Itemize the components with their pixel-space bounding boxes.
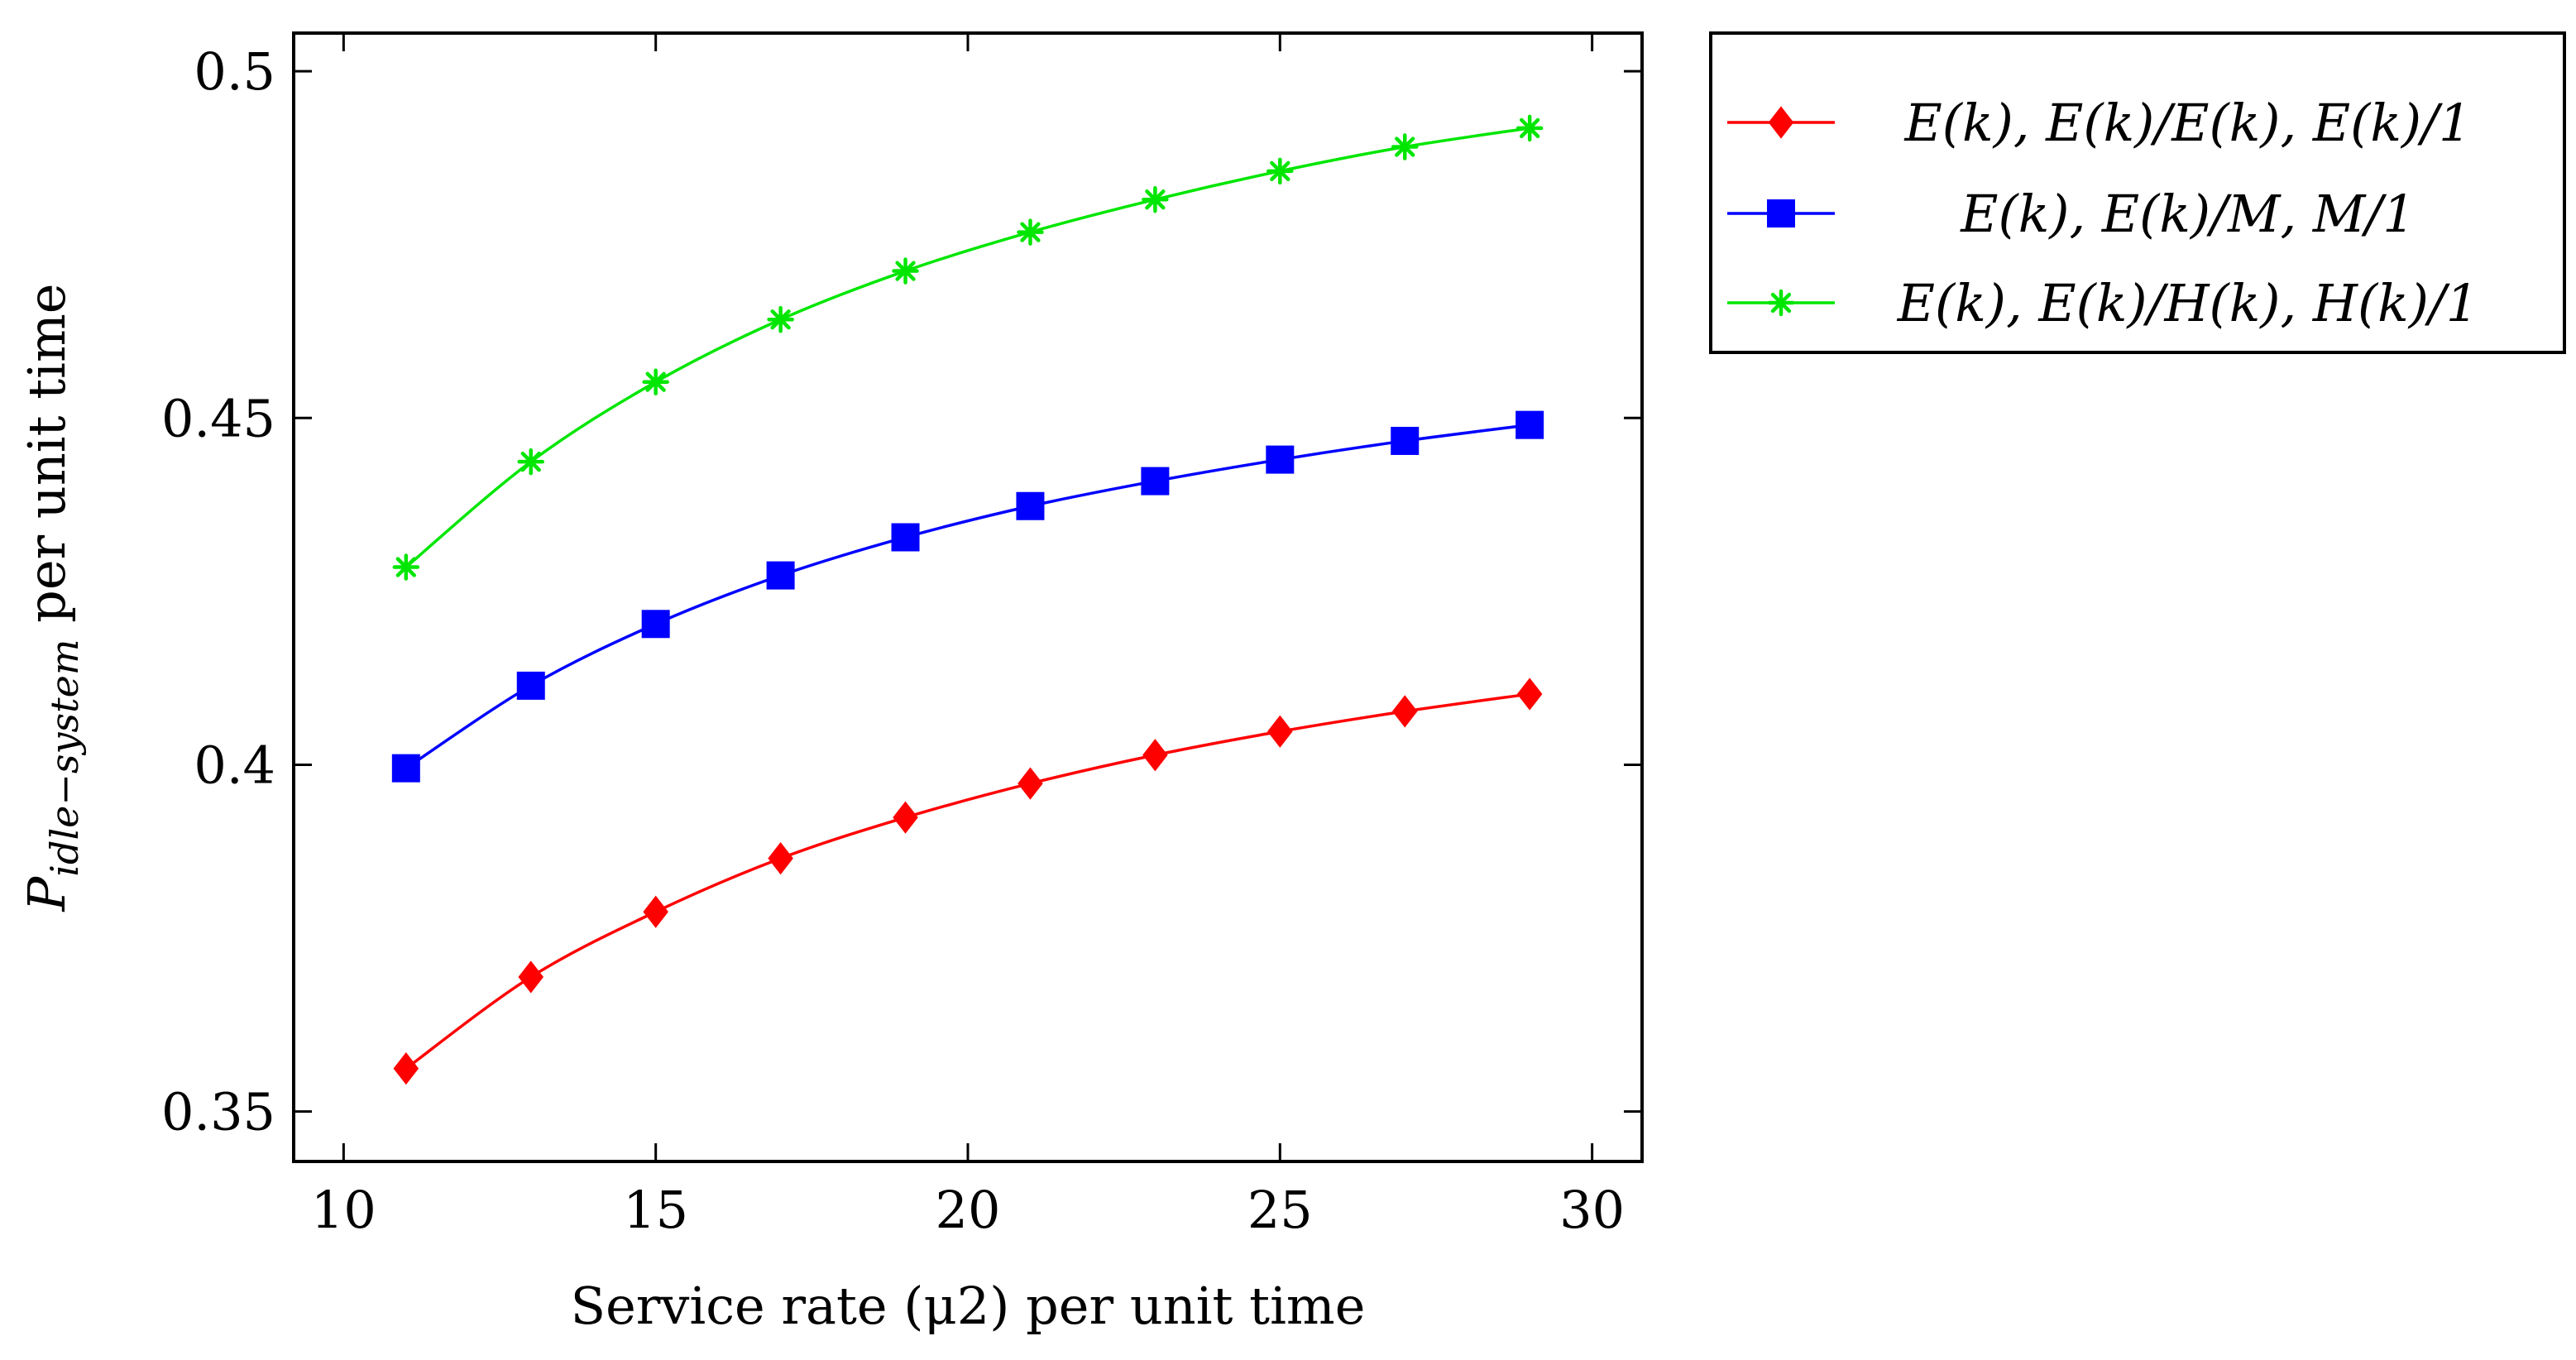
data-point (1141, 467, 1170, 496)
data-point (893, 801, 918, 834)
legend-label: E(k), E(k)/H(k), H(k)/1 (1897, 273, 2479, 333)
legend-item: E(k), E(k)/H(k), H(k)/1 (1727, 273, 2478, 333)
y-tick-label: 0.4 (194, 735, 275, 795)
data-point (1017, 218, 1044, 246)
data-point (891, 523, 920, 552)
data-point (518, 960, 544, 994)
series-2 (391, 410, 1544, 783)
data-point (641, 610, 670, 639)
data-point (1266, 157, 1294, 185)
data-point (768, 842, 793, 875)
data-point (1391, 426, 1420, 455)
svg-text:Pidle−system per unit time: Pidle−system per unit time (17, 284, 87, 912)
data-point (767, 305, 794, 333)
data-point (766, 561, 795, 590)
data-point (642, 368, 669, 395)
y-tick-label: 0.45 (161, 388, 275, 448)
tick-labels: 10 15 20 25 30 0.35 0.4 0.45 0.5 (161, 41, 1625, 1240)
data-point (1017, 767, 1043, 800)
legend-box (1709, 31, 2566, 354)
x-tick-label: 10 (311, 1180, 376, 1240)
x-tick-label: 20 (936, 1180, 1001, 1240)
y-axis-label-subscript: idle−system (42, 639, 87, 877)
x-axis-label: Service rate (μ2) per unit time (571, 1276, 1366, 1336)
data-point (1515, 114, 1544, 142)
data-point (1016, 491, 1045, 520)
data-point (1267, 715, 1293, 748)
y-axis-label-rest: per unit time (17, 284, 77, 639)
data-point (1515, 410, 1544, 439)
data-point (1142, 185, 1169, 213)
series-1 (393, 678, 1543, 1085)
data-point (643, 895, 668, 928)
data-point (1266, 445, 1295, 474)
legend-item: E(k), E(k)/M, M/1 (1727, 184, 2416, 244)
data-point (1391, 695, 1418, 728)
plot-frame (292, 31, 1644, 1163)
data-point (892, 257, 919, 285)
data-point (392, 553, 420, 581)
y-tick-label: 0.35 (161, 1082, 275, 1142)
data-point (391, 754, 420, 783)
data-point (516, 671, 545, 700)
legend-item: E(k), E(k)/E(k), E(k)/1 (1727, 93, 2471, 153)
y-axis-label: Pidle−system per unit time (17, 284, 87, 912)
legend-label: E(k), E(k)/E(k), E(k)/1 (1904, 93, 2472, 153)
x-tick-label: 25 (1247, 1180, 1313, 1240)
series-layer (391, 114, 1544, 1085)
tick-marks (294, 33, 1642, 1161)
series-line (405, 127, 1530, 568)
series-line (405, 423, 1530, 770)
legend: E(k), E(k)/E(k), E(k)/1 E(k), E(k)/M, M/1… (1709, 31, 2566, 354)
x-tick-label: 30 (1559, 1180, 1625, 1240)
legend-marker (1767, 199, 1795, 227)
legend-label: E(k), E(k)/M, M/1 (1960, 184, 2415, 244)
data-point (1391, 133, 1419, 160)
x-tick-label: 15 (623, 1180, 688, 1240)
data-point (1516, 678, 1543, 711)
legend-marker (1768, 106, 1794, 139)
data-point (517, 448, 545, 476)
data-point (1142, 739, 1168, 772)
y-tick-label: 0.5 (194, 41, 275, 102)
y-axis-label-main: P (17, 875, 77, 912)
legend-marker (1767, 289, 1795, 317)
series-line (405, 692, 1530, 1070)
data-point (393, 1052, 419, 1085)
series-3 (392, 114, 1544, 581)
